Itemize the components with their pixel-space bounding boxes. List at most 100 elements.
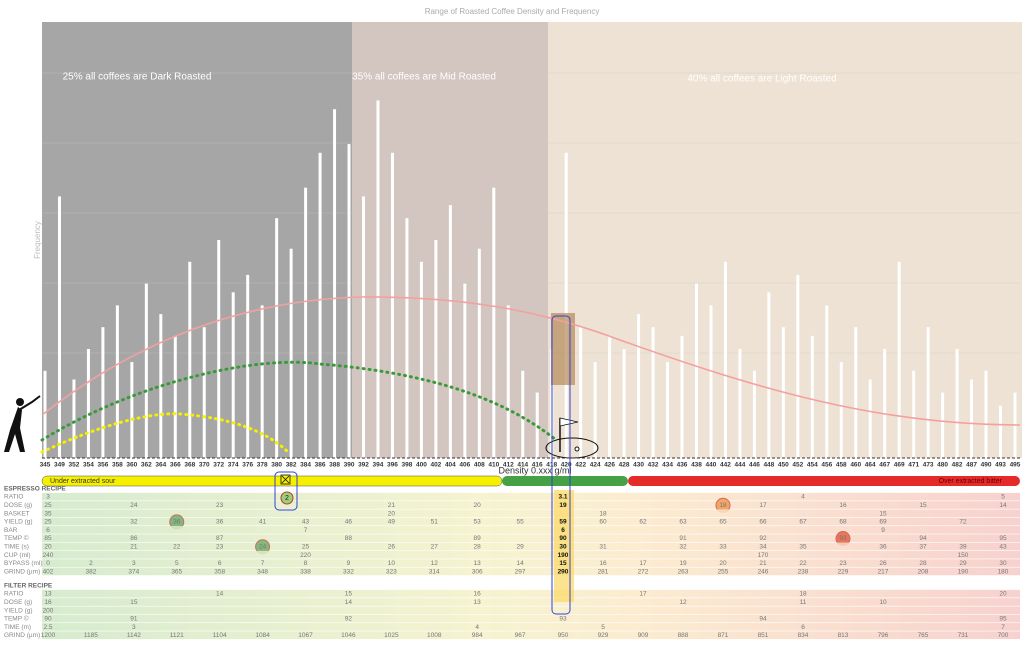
row-label: TEMP © bbox=[4, 615, 29, 623]
x-tick-label: 487 bbox=[966, 462, 977, 469]
cell-value: 28 bbox=[919, 560, 927, 567]
cell-value: 909 bbox=[638, 632, 649, 639]
cell-value: 1084 bbox=[255, 632, 270, 639]
row-background bbox=[42, 598, 1020, 606]
cell-value: 20 bbox=[719, 560, 727, 567]
cell-value: 929 bbox=[598, 632, 609, 639]
cell-value: 35 bbox=[799, 544, 807, 551]
cell-value: 20 bbox=[388, 510, 396, 517]
bar bbox=[694, 283, 698, 458]
cell-value: 72 bbox=[959, 519, 967, 526]
cell-value: 33 bbox=[719, 544, 727, 551]
bar bbox=[564, 152, 568, 459]
cell-value: 36 bbox=[216, 519, 224, 526]
bar bbox=[390, 152, 394, 459]
cell-value: 365 bbox=[171, 568, 182, 575]
bar bbox=[376, 100, 380, 458]
cell-value: 21 bbox=[388, 502, 396, 509]
cell-value: 16 bbox=[44, 599, 52, 606]
bar bbox=[912, 370, 916, 458]
cell-value: 87 bbox=[216, 535, 224, 542]
cell-value: 18 bbox=[799, 591, 807, 598]
bar bbox=[492, 187, 496, 458]
bar bbox=[362, 196, 366, 458]
bar bbox=[304, 187, 308, 458]
bar bbox=[57, 196, 61, 458]
row-background bbox=[42, 589, 1020, 598]
row-label: DOSE (g) bbox=[4, 599, 32, 606]
cell-value: 13 bbox=[474, 599, 482, 606]
x-tick-label: 469 bbox=[894, 462, 905, 469]
x-tick-label: 490 bbox=[981, 462, 992, 469]
x-tick-label: 467 bbox=[879, 462, 890, 469]
x-tick-label: 356 bbox=[97, 462, 108, 469]
x-tick-label: 398 bbox=[402, 462, 413, 469]
cell-value: 297 bbox=[515, 568, 526, 575]
bar bbox=[738, 349, 742, 458]
cell-value: 9 bbox=[347, 560, 351, 567]
x-tick-label: 446 bbox=[749, 462, 760, 469]
cell-value: 1200 bbox=[41, 632, 56, 639]
x-tick-label: 482 bbox=[952, 462, 963, 469]
cell-value: 8 bbox=[304, 560, 308, 567]
cell-value: 65 bbox=[719, 519, 727, 526]
x-tick-label: 414 bbox=[517, 462, 528, 469]
bar bbox=[593, 362, 597, 458]
row-background bbox=[42, 509, 1020, 518]
x-tick-label: 442 bbox=[720, 462, 731, 469]
cell-value: 24 bbox=[259, 544, 267, 551]
cell-value: 23 bbox=[216, 502, 224, 509]
cell-value: 30 bbox=[999, 560, 1007, 567]
row-background bbox=[42, 631, 1020, 640]
cell-value: 11 bbox=[800, 599, 807, 606]
cell-value: 95 bbox=[999, 616, 1007, 623]
cell-value: 7 bbox=[304, 527, 308, 534]
ideal-extraction-bar bbox=[502, 476, 628, 486]
cell-value: 1142 bbox=[127, 632, 141, 639]
cell-value: 338 bbox=[300, 568, 311, 575]
cell-value: 851 bbox=[758, 632, 769, 639]
cell-value: 67 bbox=[799, 519, 807, 526]
bar bbox=[897, 261, 901, 458]
bar bbox=[275, 218, 279, 458]
row-background bbox=[42, 526, 1020, 534]
bar bbox=[173, 335, 177, 458]
bar bbox=[709, 305, 713, 458]
cell-value: 358 bbox=[214, 568, 225, 575]
dark-zone bbox=[42, 22, 352, 458]
cell-value: 700 bbox=[998, 632, 1009, 639]
bar bbox=[130, 362, 134, 458]
cell-value: 14 bbox=[999, 502, 1007, 509]
bar bbox=[202, 327, 206, 458]
cell-value: 20 bbox=[44, 544, 52, 551]
row-label: YIELD (g) bbox=[4, 519, 33, 526]
cell-value: 1121 bbox=[170, 632, 184, 639]
x-axis-label: Density 0.xxx g/ml bbox=[498, 465, 571, 475]
cell-value: 55 bbox=[516, 519, 524, 526]
cell-value: 15 bbox=[130, 599, 138, 606]
cell-value: 950 bbox=[558, 632, 569, 639]
cell-value: 7 bbox=[1001, 624, 1005, 631]
bar bbox=[318, 152, 322, 459]
bar bbox=[651, 327, 655, 458]
cell-value: 63 bbox=[679, 519, 687, 526]
x-tick-label: 394 bbox=[373, 462, 384, 469]
cell-value: 29 bbox=[959, 560, 967, 567]
x-tick-label: 444 bbox=[734, 462, 745, 469]
cell-value: 35 bbox=[44, 510, 52, 517]
bar bbox=[622, 349, 626, 458]
x-tick-label: 424 bbox=[590, 462, 601, 469]
x-tick-label: 349 bbox=[54, 462, 65, 469]
cell-value: 29 bbox=[516, 544, 524, 551]
x-tick-label: 426 bbox=[604, 462, 615, 469]
cell-value: 34 bbox=[759, 544, 767, 551]
cell-value: 190 bbox=[958, 568, 969, 575]
cell-value: 25 bbox=[44, 519, 52, 526]
cell-value: 348 bbox=[257, 568, 268, 575]
x-tick-label: 456 bbox=[821, 462, 832, 469]
cell-value: 15 bbox=[559, 560, 567, 567]
x-tick-label: 432 bbox=[648, 462, 659, 469]
cell-value: 9 bbox=[881, 527, 885, 534]
x-tick-label: 366 bbox=[170, 462, 181, 469]
